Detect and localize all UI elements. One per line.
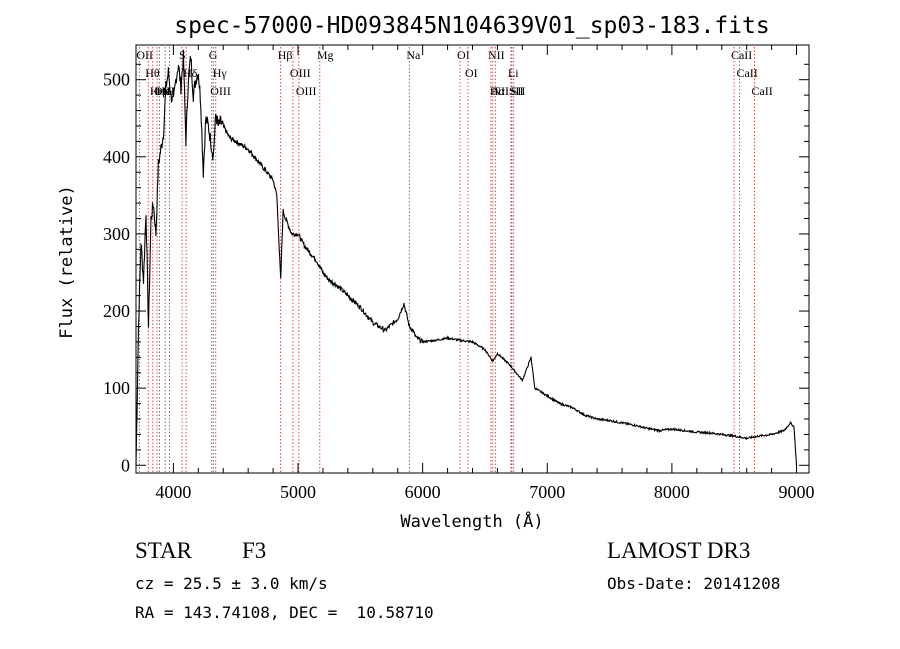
x-tick-label: 6000 <box>405 482 441 502</box>
line-label: Na <box>406 48 421 62</box>
x-axis-label: Wavelength (Å) <box>400 510 543 532</box>
x-tick-label: 9000 <box>779 482 815 502</box>
y-tick-label: 200 <box>103 301 130 321</box>
y-tick-label: 500 <box>103 70 130 90</box>
line-label: OII <box>136 48 153 62</box>
spectrum-line <box>136 50 797 466</box>
x-tick-label: 7000 <box>529 482 565 502</box>
line-label: CaII <box>731 48 752 62</box>
y-axis-label: Flux (relative) <box>57 185 77 339</box>
line-label: CaII <box>751 84 772 98</box>
emission-lines-layer: OIIHθHηOIIIHeKHSHδGOIIIHγHβOIIIOIIIMgNaO… <box>136 47 772 473</box>
line-label: S <box>179 48 186 62</box>
y-tick-label: 400 <box>103 147 130 167</box>
x-tick-label: 4000 <box>155 482 191 502</box>
line-label: Hβ <box>278 48 293 62</box>
chart-title: spec-57000-HD093845N104639V01_sp03-183.f… <box>174 13 769 39</box>
ra-dec-coords: RA = 143.74108, DEC = 10.58710 <box>135 603 434 622</box>
line-label: NII <box>488 48 505 62</box>
line-label: OIII <box>290 66 311 80</box>
obs-date: Obs-Date: 20141208 <box>607 574 780 593</box>
y-tick-label: 100 <box>103 378 130 398</box>
x-tick-label: 5000 <box>280 482 316 502</box>
line-label: NII <box>492 84 509 98</box>
line-label: Hγ <box>213 66 228 80</box>
x-tick-label: 8000 <box>654 482 690 502</box>
redshift-cz: cz = 25.5 ± 3.0 km/s <box>135 574 328 593</box>
plot-frame <box>136 45 809 473</box>
line-label: Mg <box>317 48 334 62</box>
y-tick-label: 300 <box>103 224 130 244</box>
object-subclass: F3 <box>242 538 266 564</box>
survey-name: LAMOST DR3 <box>607 538 750 564</box>
line-label: Hδ <box>183 66 198 80</box>
line-label: OI <box>465 66 478 80</box>
object-class: STAR <box>135 538 192 564</box>
line-label: SII <box>511 84 526 98</box>
line-label: OIII <box>210 84 231 98</box>
y-tick-label: 0 <box>121 455 130 475</box>
line-label: OIII <box>296 84 317 98</box>
